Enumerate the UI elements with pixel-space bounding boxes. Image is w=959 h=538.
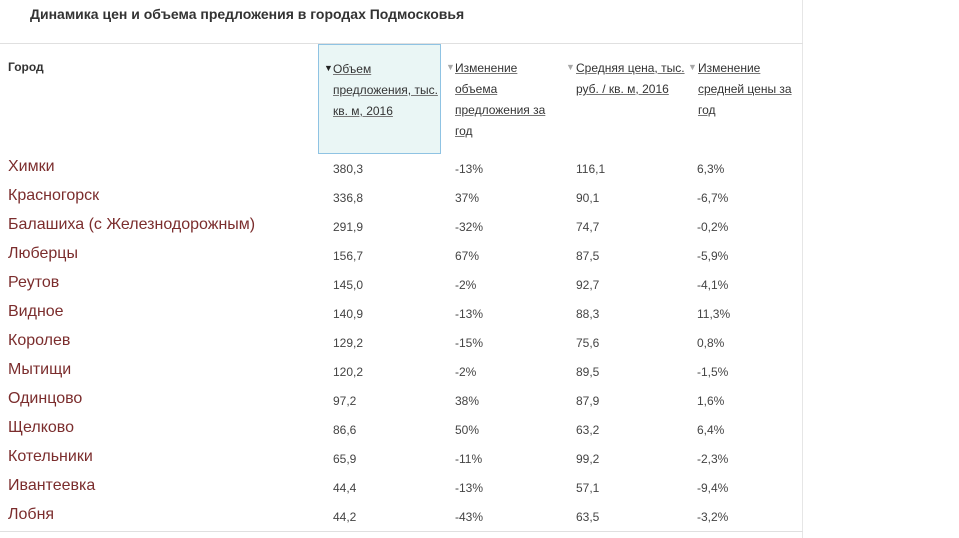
- price-value: 75,6: [576, 336, 600, 350]
- supply-change-value: -2%: [455, 365, 477, 379]
- price-value: 116,1: [576, 162, 606, 176]
- price-value: 63,2: [576, 423, 600, 437]
- supply-change-value: 37%: [455, 191, 480, 205]
- table-row: Одинцово 97,2 38% 87,9 1,6%: [0, 386, 803, 415]
- price-value: 57,1: [576, 481, 600, 495]
- price-change-value: -6,7%: [697, 191, 729, 205]
- column-header-supply-change-label: Изменение объема предложения за год: [455, 61, 546, 138]
- city-name: Балашиха (с Железнодорожным): [8, 216, 256, 233]
- supply-value: 145,0: [333, 278, 364, 292]
- supply-change-value: 38%: [455, 394, 480, 408]
- table-panel: Динамика цен и объема предложения в горо…: [0, 0, 803, 538]
- table-row: Реутов 145,0 -2% 92,7 -4,1%: [0, 270, 803, 299]
- divider: [0, 43, 803, 44]
- price-change-value: -3,2%: [697, 510, 729, 524]
- price-value: 92,7: [576, 278, 600, 292]
- price-change-value: 1,6%: [697, 394, 725, 408]
- table-row: Королев 129,2 -15% 75,6 0,8%: [0, 328, 803, 357]
- sort-icon: ▼: [688, 62, 697, 72]
- supply-change-value: -13%: [455, 307, 484, 321]
- city-name: Котельники: [8, 448, 93, 465]
- price-change-value: 6,4%: [697, 423, 725, 437]
- supply-change-value: -11%: [455, 452, 483, 466]
- column-header-supply[interactable]: ▼ Объем предложения, тыс. кв. м, 2016: [318, 44, 441, 154]
- table-row: Люберцы 156,7 67% 87,5 -5,9%: [0, 241, 803, 270]
- column-header-price[interactable]: ▼ Средняя цена, тыс. руб. / кв. м, 2016: [565, 44, 685, 154]
- supply-change-value: 50%: [455, 423, 480, 437]
- supply-change-value: -32%: [455, 220, 484, 234]
- price-change-value: 6,3%: [697, 162, 725, 176]
- price-change-value: -1,5%: [697, 365, 729, 379]
- column-header-city[interactable]: Город: [8, 60, 44, 74]
- city-name: Щелково: [8, 419, 74, 436]
- supply-value: 44,2: [333, 510, 357, 524]
- column-header-supply-change[interactable]: ▼ Изменение объема предложения за год: [443, 44, 561, 154]
- price-change-value: 11,3%: [697, 307, 731, 321]
- supply-value: 380,3: [333, 162, 364, 176]
- price-value: 88,3: [576, 307, 600, 321]
- city-name: Лобня: [8, 506, 55, 523]
- city-name: Красногорск: [8, 187, 100, 204]
- divider: [0, 531, 803, 532]
- price-value: 87,5: [576, 249, 600, 263]
- city-name: Одинцово: [8, 390, 83, 407]
- supply-change-value: 67%: [455, 249, 480, 263]
- price-value: 89,5: [576, 365, 600, 379]
- column-header-supply-label: Объем предложения, тыс. кв. м, 2016: [333, 62, 438, 118]
- supply-value: 65,9: [333, 452, 357, 466]
- table-body: Химки 380,3 -13% 116,1 6,3% Красногорск …: [0, 154, 803, 531]
- supply-value: 291,9: [333, 220, 364, 234]
- price-change-value: -5,9%: [697, 249, 729, 263]
- supply-value: 129,2: [333, 336, 364, 350]
- price-value: 87,9: [576, 394, 600, 408]
- supply-change-value: -2%: [455, 278, 477, 292]
- price-value: 99,2: [576, 452, 600, 466]
- supply-value: 140,9: [333, 307, 364, 321]
- price-change-value: -2,3%: [697, 452, 729, 466]
- price-change-value: -9,4%: [697, 481, 729, 495]
- table-row: Лобня 44,2 -43% 63,5 -3,2%: [0, 502, 803, 531]
- table-row: Котельники 65,9 -11% 99,2 -2,3%: [0, 444, 803, 473]
- supply-value: 120,2: [333, 365, 364, 379]
- table-row: Ивантеевка 44,4 -13% 57,1 -9,4%: [0, 473, 803, 502]
- table-row: Красногорск 336,8 37% 90,1 -6,7%: [0, 183, 803, 212]
- sort-icon: ▼: [446, 62, 455, 72]
- table-row: Балашиха (с Железнодорожным) 291,9 -32% …: [0, 212, 803, 241]
- city-name: Люберцы: [8, 245, 78, 262]
- table-title: Динамика цен и объема предложения в горо…: [30, 6, 465, 22]
- table-row: Видное 140,9 -13% 88,3 11,3%: [0, 299, 803, 328]
- supply-value: 44,4: [333, 481, 357, 495]
- supply-value: 86,6: [333, 423, 357, 437]
- column-header-price-change-label: Изменение средней цены за год: [698, 61, 792, 117]
- city-name: Химки: [8, 158, 55, 175]
- supply-value: 97,2: [333, 394, 357, 408]
- price-change-value: -4,1%: [697, 278, 729, 292]
- price-value: 63,5: [576, 510, 600, 524]
- column-header-price-label: Средняя цена, тыс. руб. / кв. м, 2016: [576, 61, 685, 96]
- table-row: Мытищи 120,2 -2% 89,5 -1,5%: [0, 357, 803, 386]
- price-change-value: 0,8%: [697, 336, 725, 350]
- supply-change-value: -13%: [455, 481, 484, 495]
- supply-value: 156,7: [333, 249, 364, 263]
- price-value: 74,7: [576, 220, 600, 234]
- city-name: Королев: [8, 332, 71, 349]
- city-name: Видное: [8, 303, 64, 320]
- supply-change-value: -13%: [455, 162, 484, 176]
- city-name: Реутов: [8, 274, 60, 291]
- price-change-value: -0,2%: [697, 220, 729, 234]
- city-name: Мытищи: [8, 361, 72, 378]
- table-row: Химки 380,3 -13% 116,1 6,3%: [0, 154, 803, 183]
- supply-value: 336,8: [333, 191, 364, 205]
- sort-desc-icon: ▼: [324, 63, 333, 73]
- table-row: Щелково 86,6 50% 63,2 6,4%: [0, 415, 803, 444]
- price-value: 90,1: [576, 191, 600, 205]
- city-name: Ивантеевка: [8, 477, 96, 494]
- supply-change-value: -15%: [455, 336, 484, 350]
- supply-change-value: -43%: [455, 510, 484, 524]
- column-header-price-change[interactable]: ▼ Изменение средней цены за год: [687, 44, 801, 154]
- sort-icon: ▼: [566, 62, 575, 72]
